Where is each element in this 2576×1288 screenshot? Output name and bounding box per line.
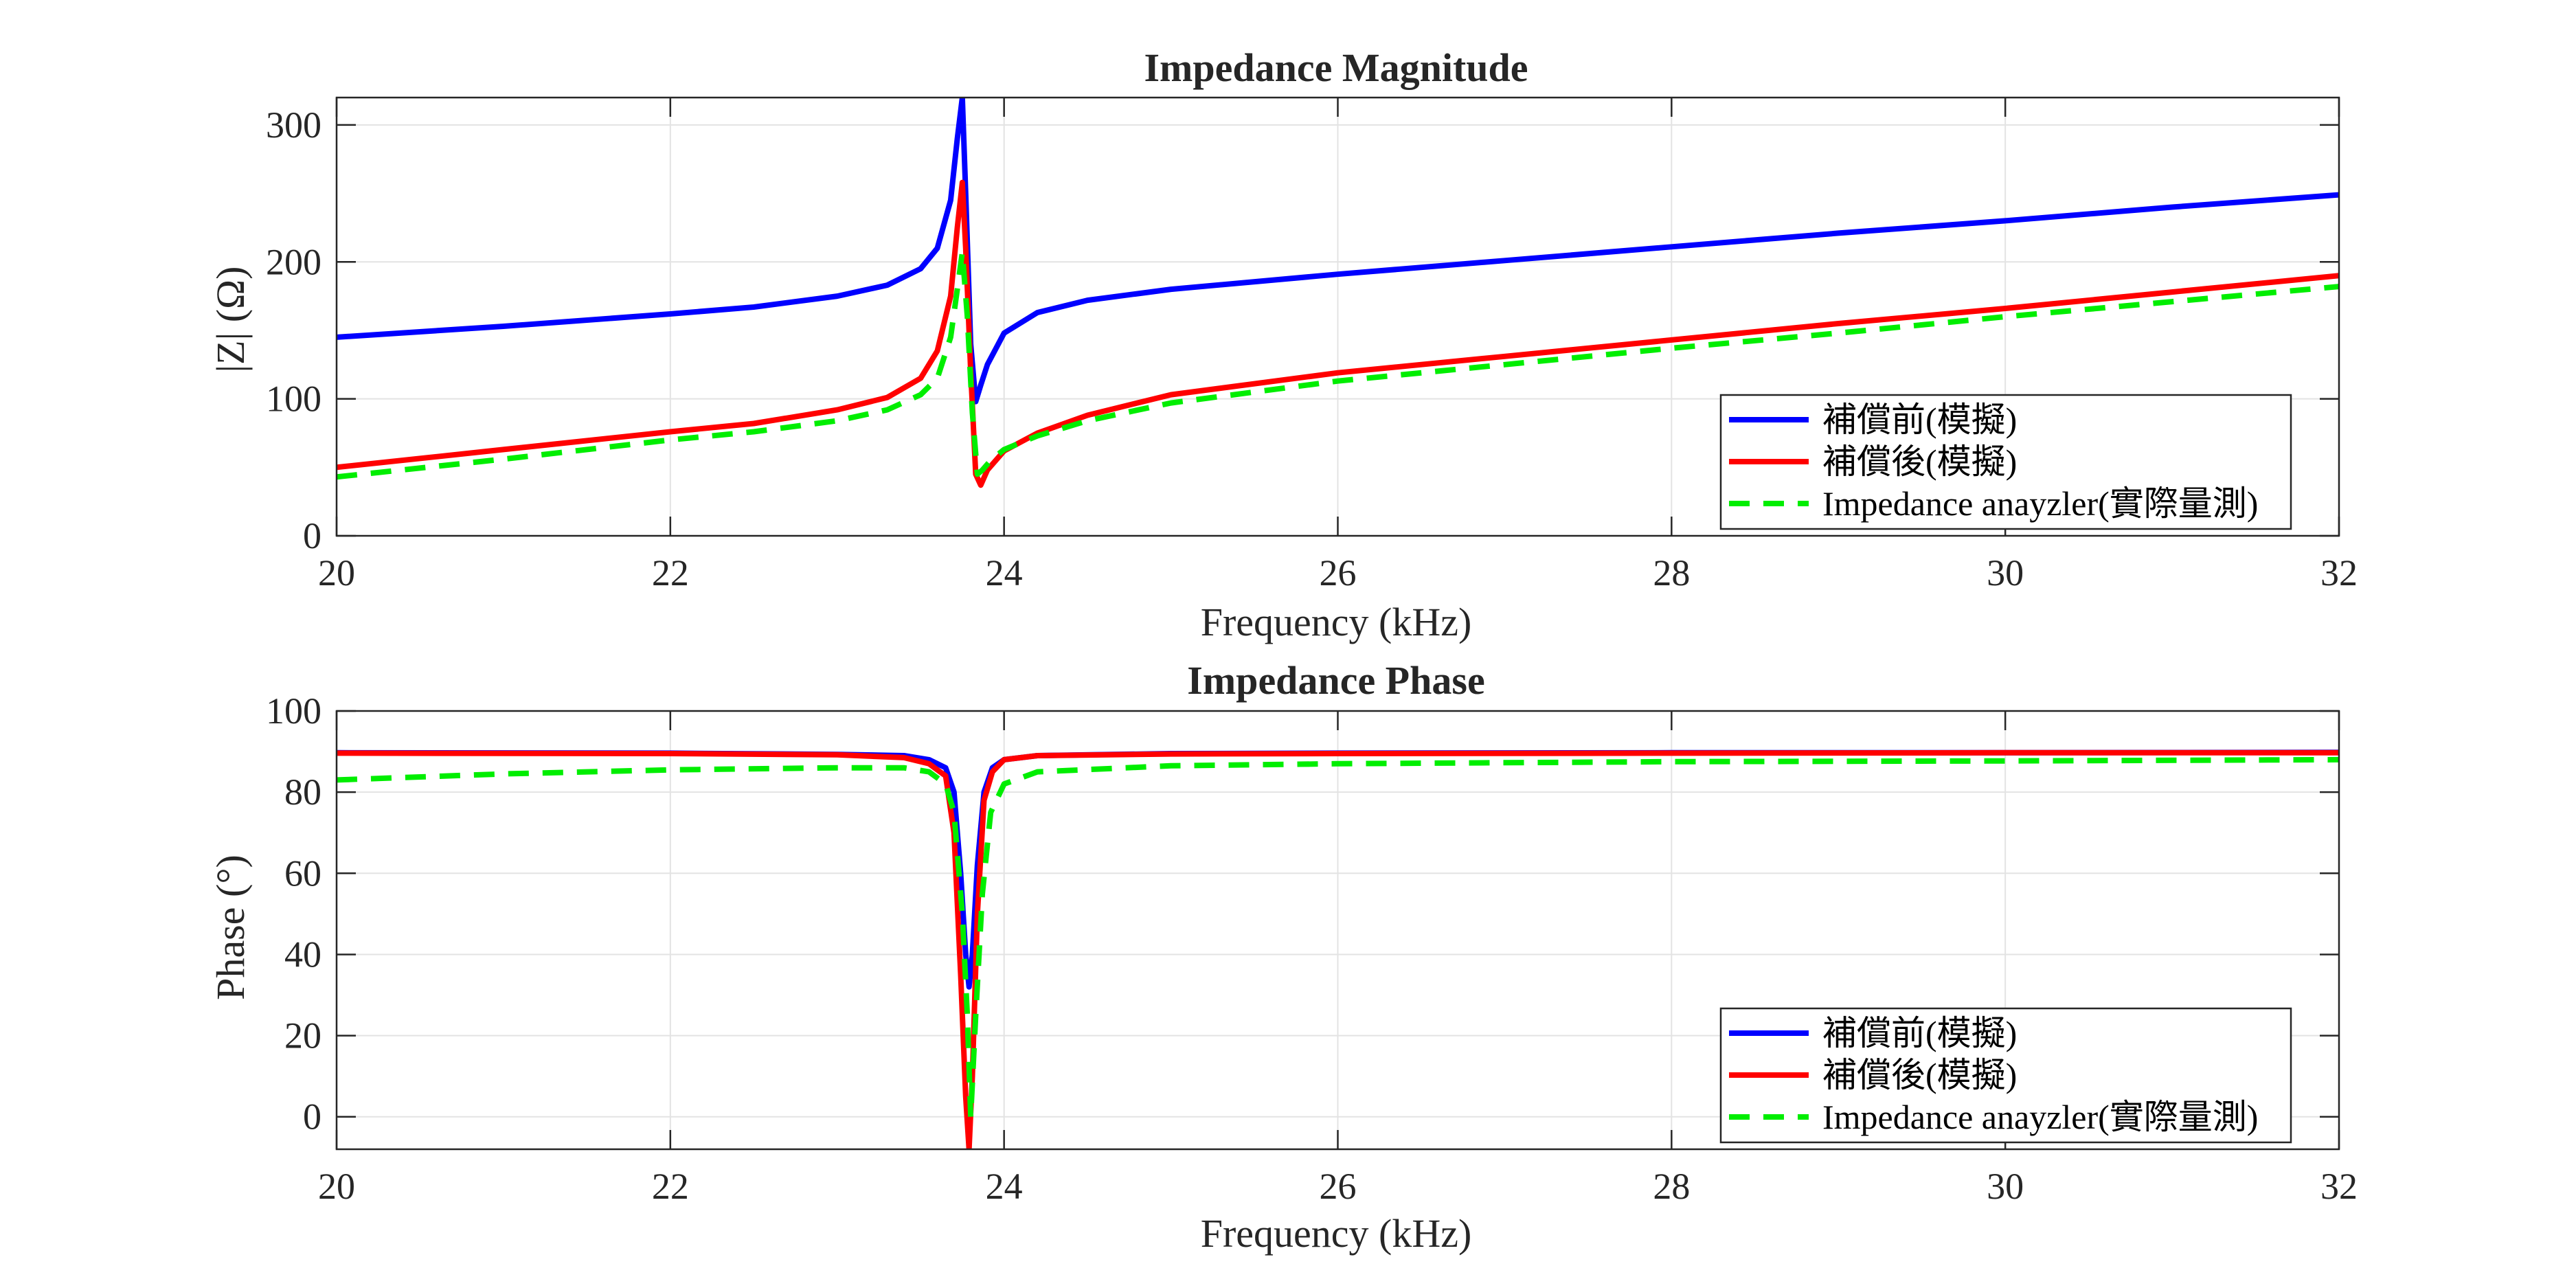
magnitude-legend-label-2: Impedance anayzler(實際量測) (1822, 484, 2258, 523)
magnitude-series-group (337, 98, 2339, 488)
magnitude-xtick-label: 32 (2320, 552, 2358, 594)
phase-title: Impedance Phase (1187, 658, 1484, 703)
magnitude-ytick-label: 100 (266, 379, 321, 420)
magnitude-title: Impedance Magnitude (1144, 45, 1528, 90)
phase-xtick-label: 30 (1987, 1166, 2024, 1207)
magnitude-xtick-label: 28 (1653, 552, 1690, 594)
phase-xtick-label: 24 (986, 1166, 1023, 1207)
magnitude-ylabel: |Z| (Ω) (208, 267, 253, 373)
phase-legend-label-0: 補償前(模擬) (1822, 1014, 2017, 1052)
phase-xtick-label: 28 (1653, 1166, 1690, 1207)
magnitude-legend-box (1719, 394, 2292, 530)
phase-series-line-1 (337, 749, 2339, 1149)
phase-ylabel: Phase (°) (208, 855, 253, 1000)
phase-ytick-label: 60 (284, 852, 321, 894)
magnitude-ticks: 20 22 24 26 28 30 32 0 100 200 300 (266, 98, 2358, 594)
magnitude-legend-label-0: 補償前(模擬) (1822, 400, 2017, 439)
phase-xtick-label: 20 (318, 1166, 355, 1207)
magnitude-legend: 補償前(模擬)補償後(模擬)Impedance anayzler(實際量測) (1719, 394, 2292, 530)
magnitude-series-line-2 (337, 249, 2339, 480)
magnitude-xtick-label: 30 (1987, 552, 2024, 594)
phase-legend-label-1: 補償後(模擬) (1822, 1056, 2017, 1094)
phase-xtick-label: 22 (652, 1166, 689, 1207)
phase-ytick-label: 20 (284, 1015, 321, 1057)
phase-panel: Impedance Phase Phase (°) Frequency (kHz… (208, 658, 2358, 1256)
magnitude-legend-label-1: 補償後(模擬) (1822, 442, 2017, 481)
magnitude-ytick-label: 0 (303, 515, 321, 556)
phase-legend-box (1719, 1007, 2292, 1144)
phase-legend: 補償前(模擬) 補償後(模擬) Impedance anayzler(實際量測) (1719, 1007, 2292, 1144)
phase-ytick-label: 100 (266, 690, 321, 732)
phase-ytick-label: 40 (284, 934, 321, 975)
magnitude-xtick-label: 20 (318, 552, 355, 594)
magnitude-xlabel: Frequency (kHz) (1201, 600, 1472, 644)
phase-ticks: 20 22 24 26 28 30 32 0 20 40 60 80 100 (266, 690, 2358, 1207)
magnitude-xtick-label: 26 (1320, 552, 1357, 594)
magnitude-xtick-label: 24 (986, 552, 1023, 594)
phase-ytick-label: 80 (284, 771, 321, 813)
phase-ytick-label: 0 (303, 1096, 321, 1138)
phase-series-line-2 (337, 756, 2339, 1120)
phase-xtick-label: 26 (1320, 1166, 1357, 1207)
phase-series-group (337, 749, 2339, 1149)
magnitude-xtick-label: 22 (652, 552, 689, 594)
phase-legend-label-2: Impedance anayzler(實際量測) (1822, 1098, 2258, 1136)
magnitude-panel: Impedance Magnitude |Z| (Ω) Frequency (k… (208, 45, 2358, 644)
magnitude-series-line-0 (337, 98, 2339, 405)
magnitude-ytick-label: 300 (266, 104, 321, 146)
phase-xlabel: Frequency (kHz) (1201, 1211, 1472, 1256)
magnitude-ytick-label: 200 (266, 241, 321, 282)
phase-xtick-label: 32 (2320, 1166, 2358, 1207)
